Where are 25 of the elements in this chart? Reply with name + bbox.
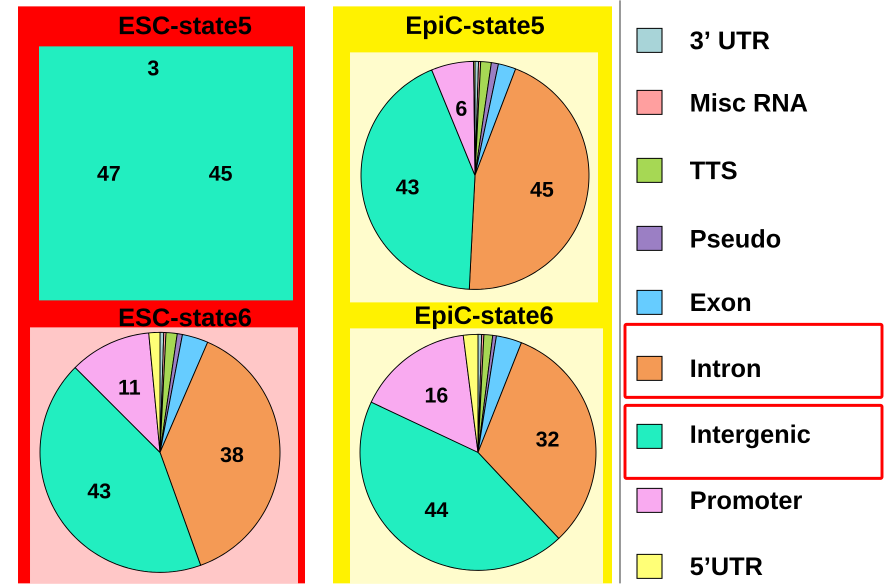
data-label: 32: [536, 432, 559, 447]
legend-label: 5’UTR: [690, 558, 762, 576]
legend-label: Pseudo: [691, 229, 780, 248]
text: 3: [148, 60, 158, 76]
data-label: 6: [456, 100, 466, 116]
legend-label: Intergenic: [691, 424, 810, 448]
text: 47: [97, 166, 120, 181]
data-label: 11: [119, 380, 140, 395]
data-label: 16: [426, 388, 448, 403]
legend-label: TTS: [690, 162, 737, 180]
legend-label: Misc RNA: [691, 93, 808, 112]
chart-title: EpiC-state6: [416, 306, 553, 330]
text: 45: [209, 166, 232, 181]
legend-label: Intron: [691, 360, 760, 378]
legend-label: Promoter: [691, 492, 802, 510]
data-label: 45: [530, 182, 554, 198]
data-label: 44: [424, 502, 448, 518]
legend-label: 3’ UTR: [690, 32, 770, 50]
data-label: 43: [88, 484, 110, 499]
legend-label: Exon: [691, 294, 750, 312]
data-label: 43: [396, 179, 419, 195]
chart-title: ESC-state6: [120, 308, 251, 326]
text: ESC-state5: [120, 16, 252, 34]
chart-title: EpiC-state5: [407, 16, 544, 40]
data-label: 38: [220, 447, 244, 462]
